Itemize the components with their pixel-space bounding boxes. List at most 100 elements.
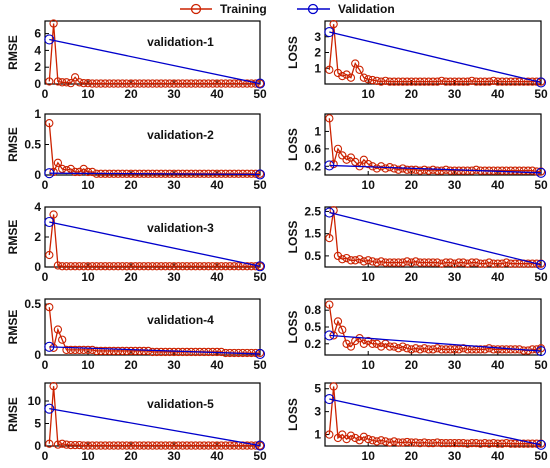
data-point-training [79, 345, 88, 355]
data-point-training [446, 166, 455, 175]
x-tick-label: 10 [362, 449, 376, 463]
data-point-training [424, 345, 433, 354]
data-point-training [96, 441, 106, 450]
x-tick-label: 20 [405, 358, 419, 372]
legend-training-marker [190, 3, 202, 15]
data-point-training [156, 79, 166, 88]
data-point-training [377, 257, 386, 266]
data-point-training [187, 262, 196, 271]
data-point-training [485, 77, 494, 86]
x-tick-label: 20 [124, 449, 138, 463]
data-point-training [359, 339, 369, 348]
data-point-training [342, 155, 351, 164]
data-point-training [351, 433, 360, 443]
data-point-training [338, 151, 347, 160]
data-point-training [433, 77, 442, 86]
data-point-training [480, 345, 489, 354]
data-point-training [385, 342, 394, 351]
data-point-training [415, 438, 425, 448]
data-point-training [342, 339, 351, 348]
data-point-training [221, 441, 230, 450]
data-point-training [58, 164, 67, 174]
y-tick-label: 1 [314, 61, 321, 75]
data-point-training [122, 346, 131, 356]
data-point-training [230, 262, 239, 271]
series-line-validation [49, 346, 261, 355]
data-point-training [402, 257, 412, 266]
x-tick-label: 50 [253, 178, 267, 192]
data-point-training [364, 256, 373, 265]
data-point-training [139, 441, 149, 450]
data-point-training [433, 344, 442, 353]
panel-10: 10 20 30 40 50 1 3 5 LOSS [286, 382, 548, 463]
data-point-training [191, 262, 200, 271]
data-point-training [212, 441, 222, 450]
data-point-training [368, 75, 377, 85]
y-axis-label: LOSS [286, 311, 300, 344]
data-point-training [415, 166, 425, 175]
data-point-training [66, 440, 75, 450]
data-point-training [493, 77, 502, 86]
panel-9: 0 10 20 30 40 50 0 5 10 RMSE validation-5 [6, 381, 267, 463]
panel-3: 0 10 20 30 40 50 0 0.5 1 RMSE validation-2 [6, 107, 267, 192]
data-point-training [351, 157, 360, 167]
data-point-training [161, 262, 170, 271]
data-point-training [394, 344, 403, 353]
data-point-training [225, 79, 235, 88]
data-point-training [182, 79, 192, 88]
data-point-training [338, 255, 347, 264]
data-point-training [450, 259, 459, 268]
data-point-training [489, 345, 498, 354]
y-tick-label: 0.2 [304, 159, 321, 173]
data-point-training [364, 159, 373, 169]
data-point-training [45, 250, 54, 260]
data-point-training [169, 262, 179, 271]
data-point-training [148, 441, 157, 450]
data-point-training [165, 441, 174, 450]
data-point-training [126, 79, 136, 88]
data-point-training [502, 77, 511, 86]
x-tick-label: 20 [405, 87, 419, 101]
data-point-training [411, 257, 420, 266]
x-tick-label: 0 [42, 449, 49, 463]
data-point-training [459, 258, 468, 267]
data-point-training [221, 262, 230, 271]
data-point-training [389, 437, 399, 446]
x-tick-label: 10 [81, 178, 95, 192]
y-tick-label: 0 [34, 77, 41, 91]
y-tick-label: 0.5 [24, 138, 41, 152]
data-point-training [96, 79, 106, 88]
y-axis-label: RMSE [6, 127, 20, 162]
x-tick-label: 20 [124, 178, 138, 192]
data-point-training [191, 441, 200, 450]
data-point-training [523, 439, 533, 448]
data-point-training [204, 441, 213, 450]
data-point-training [109, 262, 118, 271]
data-point-validation [254, 169, 266, 180]
data-point-training [351, 59, 360, 68]
data-point-training [70, 440, 80, 450]
data-point-training [122, 262, 131, 271]
data-point-training [152, 347, 161, 357]
y-tick-label: 2 [314, 46, 321, 60]
data-point-training [446, 258, 455, 267]
data-point-training [346, 256, 356, 265]
data-point-training [169, 347, 179, 357]
data-point-validation [254, 78, 266, 89]
data-point-training [450, 166, 459, 175]
data-point-training [372, 164, 381, 173]
data-point-training [510, 77, 520, 86]
data-point-training [493, 345, 502, 354]
y-axis-label: LOSS [286, 221, 300, 254]
y-tick-label: 2 [34, 230, 41, 244]
x-tick-label: 20 [124, 270, 138, 284]
panel-4: 10 20 30 40 50 0.2 0.6 1 LOSS [286, 113, 548, 192]
y-tick-label: 0 [34, 260, 41, 274]
data-point-training [221, 79, 230, 88]
data-point-training [424, 438, 433, 448]
data-point-training [70, 167, 80, 177]
data-point-training [394, 258, 403, 267]
data-point-training [178, 79, 187, 88]
data-point-training [402, 77, 412, 86]
